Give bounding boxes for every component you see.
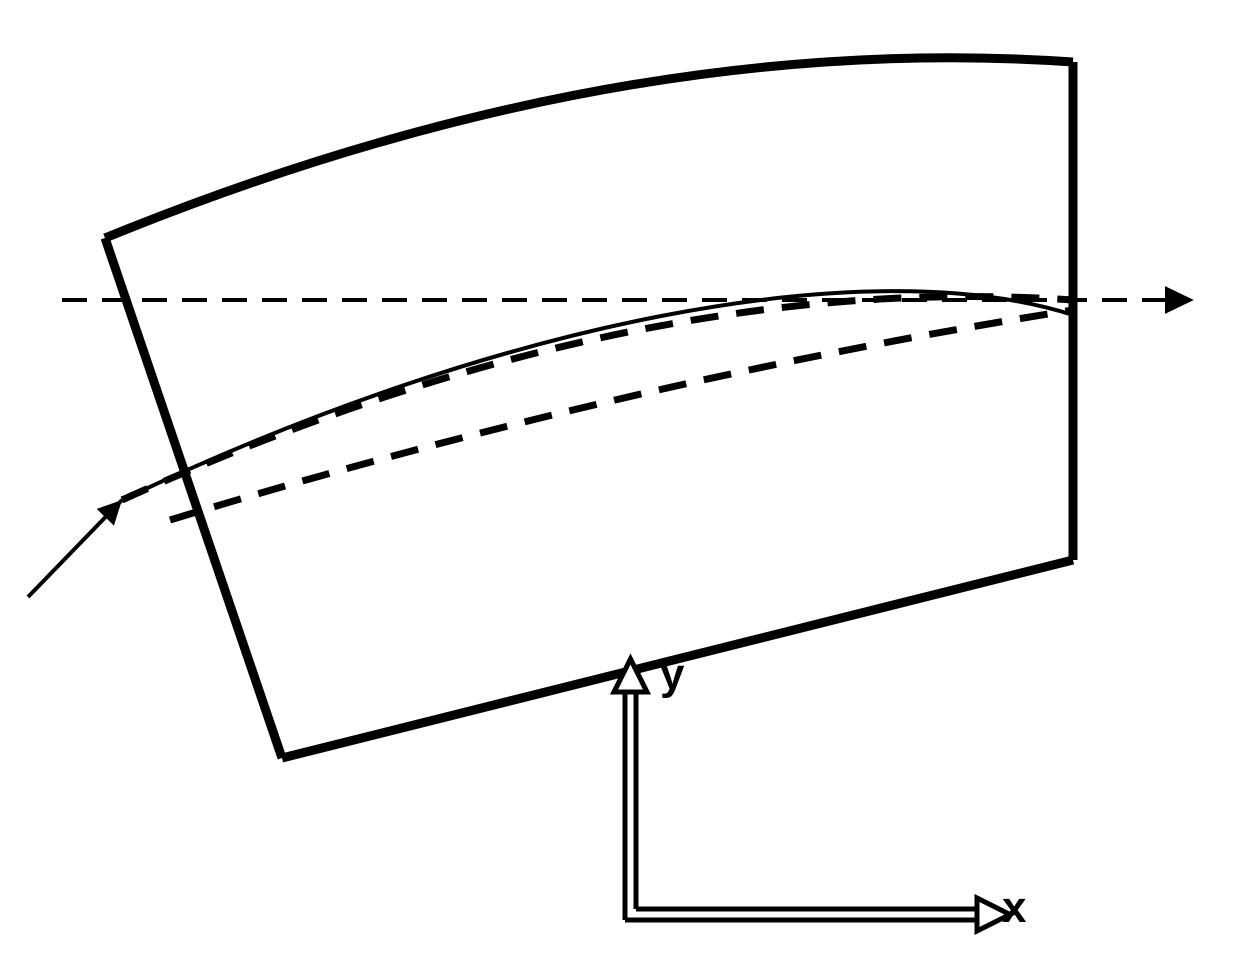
diagram-svg xyxy=(0,0,1240,950)
top-arc xyxy=(105,58,1073,238)
trajectory-curve xyxy=(122,291,1073,500)
centerline-lower-dashed xyxy=(170,310,1073,520)
schematic-diagram: x y xyxy=(0,0,1240,950)
centerline-upper-dashed xyxy=(122,297,1073,500)
x-axis-label: x xyxy=(1002,883,1026,933)
y-axis-label: y xyxy=(660,650,684,700)
horizontal-arrow-icon xyxy=(1165,286,1194,314)
entry-arrow xyxy=(28,500,122,597)
